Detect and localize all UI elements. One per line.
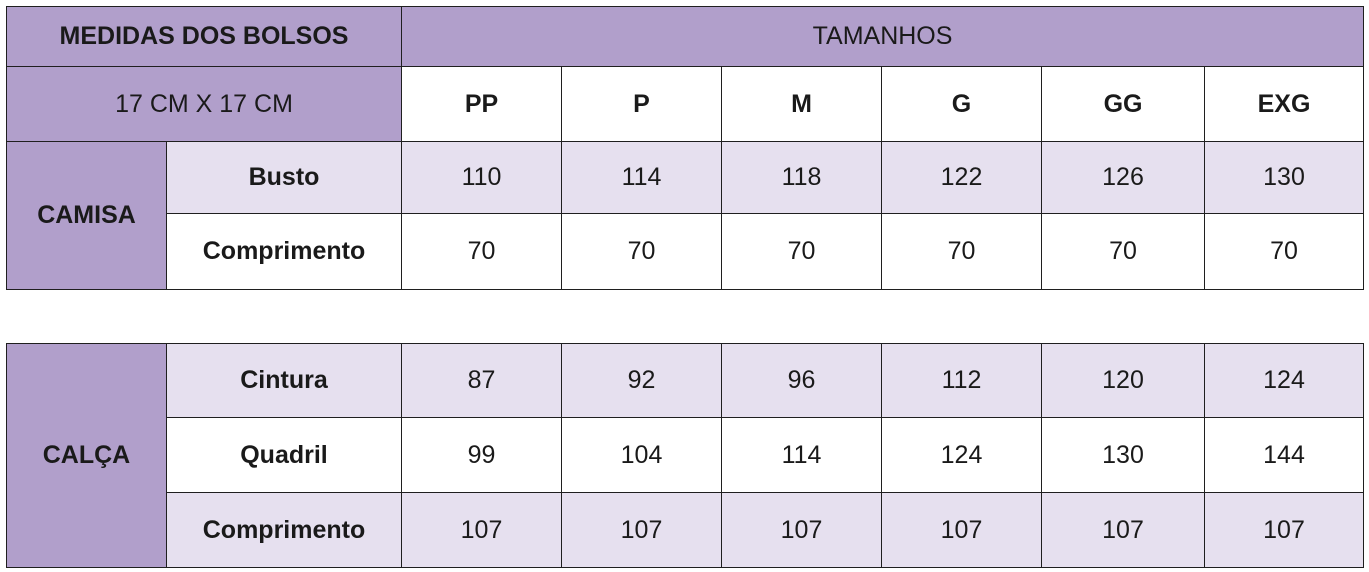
table-cell: 70 bbox=[721, 213, 883, 290]
table-cell: 70 bbox=[881, 213, 1043, 290]
pocket-size: 17 CM X 17 CM bbox=[5, 66, 403, 142]
table-cell: 112 bbox=[881, 343, 1042, 418]
table-cell: 124 bbox=[881, 417, 1042, 493]
table-cell: 87 bbox=[401, 343, 562, 418]
size-header-gg: GG bbox=[1041, 66, 1206, 142]
pocket-title: MEDIDAS DOS BOLSOS bbox=[5, 6, 403, 67]
table-cell: 144 bbox=[1204, 417, 1364, 493]
table-cell: 124 bbox=[1204, 343, 1364, 418]
table-cell: 107 bbox=[721, 492, 882, 568]
measure-label: Comprimento bbox=[165, 213, 403, 290]
category-calca: CALÇA bbox=[6, 343, 167, 568]
size-table-camisa: MEDIDAS DOS BOLSOS TAMANHOS 17 CM X 17 C… bbox=[5, 6, 1365, 290]
table-cell: 70 bbox=[401, 213, 563, 290]
table-cell: 104 bbox=[561, 417, 722, 493]
size-header-pp: PP bbox=[401, 66, 563, 142]
table-row: Comprimento 107 107 107 107 107 107 bbox=[7, 492, 1364, 568]
table-cell: 96 bbox=[721, 343, 882, 418]
table-cell: 107 bbox=[1041, 492, 1205, 568]
table-cell: 92 bbox=[561, 343, 722, 418]
table-cell: 99 bbox=[401, 417, 562, 493]
table-cell: 130 bbox=[1041, 417, 1205, 493]
table-cell: 107 bbox=[881, 492, 1042, 568]
table-cell: 122 bbox=[881, 141, 1043, 214]
table-cell: 130 bbox=[1204, 141, 1365, 214]
table-row: CALÇA Cintura 87 92 96 112 120 124 bbox=[6, 343, 1364, 568]
sizes-title: TAMANHOS bbox=[401, 6, 1365, 67]
table-row: CAMISA Busto 110 114 118 122 126 130 bbox=[6, 141, 1365, 290]
size-header-g: G bbox=[881, 66, 1043, 142]
table-cell: 107 bbox=[1204, 492, 1364, 568]
size-header-m: M bbox=[721, 66, 883, 142]
measure-label: Quadril bbox=[166, 417, 402, 493]
table-cell: 118 bbox=[721, 141, 883, 214]
table-row: Quadril 99 104 114 124 130 144 bbox=[7, 417, 1364, 493]
size-header-exg: EXG bbox=[1204, 66, 1365, 142]
measure-label: Comprimento bbox=[166, 492, 402, 568]
size-header-p: P bbox=[561, 66, 723, 142]
table-cell: 70 bbox=[1041, 213, 1206, 290]
table-row: Comprimento 70 70 70 70 70 70 bbox=[7, 213, 1365, 290]
table-cell: 107 bbox=[401, 492, 562, 568]
table-cell: 114 bbox=[721, 417, 882, 493]
table-cell: 107 bbox=[561, 492, 722, 568]
measure-label: Cintura bbox=[166, 343, 402, 418]
table-cell: 70 bbox=[1204, 213, 1365, 290]
size-table-calca: CALÇA Cintura 87 92 96 112 120 124 Quadr… bbox=[6, 343, 1364, 568]
measure-label: Busto bbox=[165, 141, 403, 214]
table-cell: 114 bbox=[561, 141, 723, 214]
table-cell: 70 bbox=[561, 213, 723, 290]
category-camisa: CAMISA bbox=[6, 141, 167, 290]
table-cell: 120 bbox=[1041, 343, 1205, 418]
table-cell: 126 bbox=[1041, 141, 1206, 214]
table-cell: 110 bbox=[401, 141, 563, 214]
